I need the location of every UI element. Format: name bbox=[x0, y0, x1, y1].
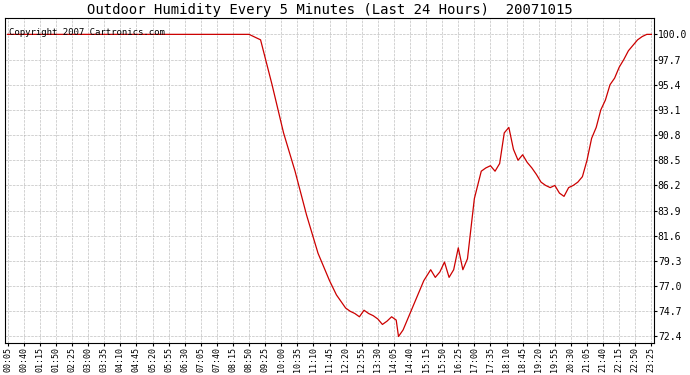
Text: Copyright 2007 Cartronics.com: Copyright 2007 Cartronics.com bbox=[8, 28, 164, 37]
Title: Outdoor Humidity Every 5 Minutes (Last 24 Hours)  20071015: Outdoor Humidity Every 5 Minutes (Last 2… bbox=[87, 3, 573, 17]
